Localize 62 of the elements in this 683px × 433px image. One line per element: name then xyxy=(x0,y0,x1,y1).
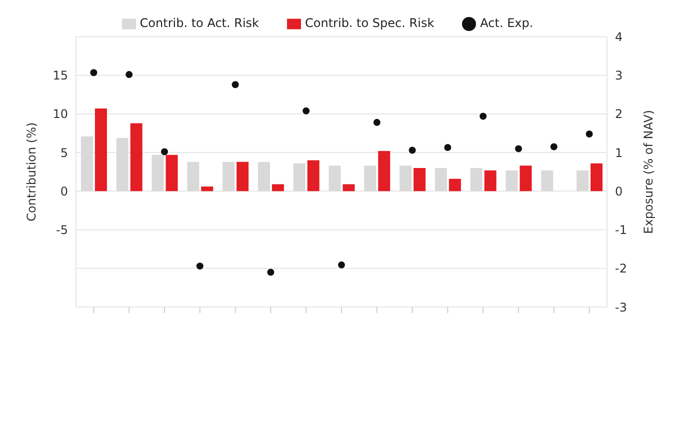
bar xyxy=(506,170,518,192)
point xyxy=(586,130,593,138)
bar xyxy=(116,138,128,192)
bar xyxy=(94,108,107,192)
bar xyxy=(272,184,284,192)
bar xyxy=(364,166,376,192)
y2-tick-label: 1 xyxy=(615,146,623,160)
y2-tick-label: -3 xyxy=(615,300,627,314)
y2-tick-label: 0 xyxy=(615,184,623,198)
point xyxy=(444,144,452,152)
point xyxy=(126,71,133,78)
y2-tick-label: 2 xyxy=(615,107,623,122)
legend-label: Contrib. to Act. Risk xyxy=(140,16,260,30)
bar xyxy=(258,162,270,192)
y-tick-label: -5 xyxy=(56,223,68,238)
bar xyxy=(80,136,93,192)
bar xyxy=(470,168,482,192)
bar xyxy=(222,162,235,192)
point xyxy=(267,268,274,276)
point xyxy=(302,107,310,114)
legend-label: Act. Exp. xyxy=(480,16,534,30)
bar xyxy=(484,170,496,192)
point xyxy=(515,145,522,152)
y2-tick-label: 4 xyxy=(615,30,623,44)
bar xyxy=(307,160,320,192)
bar xyxy=(342,184,355,192)
y2-tick-label: 3 xyxy=(615,68,623,83)
bar xyxy=(166,154,178,192)
bar xyxy=(590,163,603,192)
bar xyxy=(541,170,554,192)
bar xyxy=(328,166,341,192)
bar xyxy=(520,166,532,192)
y2-tick-label: -2 xyxy=(615,262,627,276)
legend-label: Contrib. to Spec. Risk xyxy=(305,16,434,30)
bar xyxy=(152,154,164,192)
bar xyxy=(187,162,200,192)
bar xyxy=(293,163,306,192)
point xyxy=(196,262,204,270)
bar xyxy=(414,168,426,192)
point xyxy=(232,81,239,88)
bar xyxy=(400,166,412,192)
bar xyxy=(201,186,214,192)
point xyxy=(161,148,168,156)
y2-tick-label: -1 xyxy=(615,223,627,238)
y-tick-label: 10 xyxy=(52,107,68,122)
y-axis-title: Contribution (%) xyxy=(24,122,38,222)
point xyxy=(480,112,487,120)
bar xyxy=(378,151,390,192)
y-tick-label: 5 xyxy=(60,146,68,160)
y-tick-label: 15 xyxy=(52,68,68,83)
y2-axis-title: Exposure (% of NAV) xyxy=(641,110,656,234)
bar xyxy=(434,168,447,192)
bar xyxy=(130,123,142,192)
bar xyxy=(448,178,461,192)
bar xyxy=(576,170,589,192)
point xyxy=(373,118,380,126)
bar xyxy=(236,162,249,192)
point xyxy=(550,143,558,150)
point xyxy=(408,146,416,154)
y-tick-label: 0 xyxy=(60,184,68,198)
point xyxy=(338,261,345,268)
point xyxy=(90,69,98,76)
